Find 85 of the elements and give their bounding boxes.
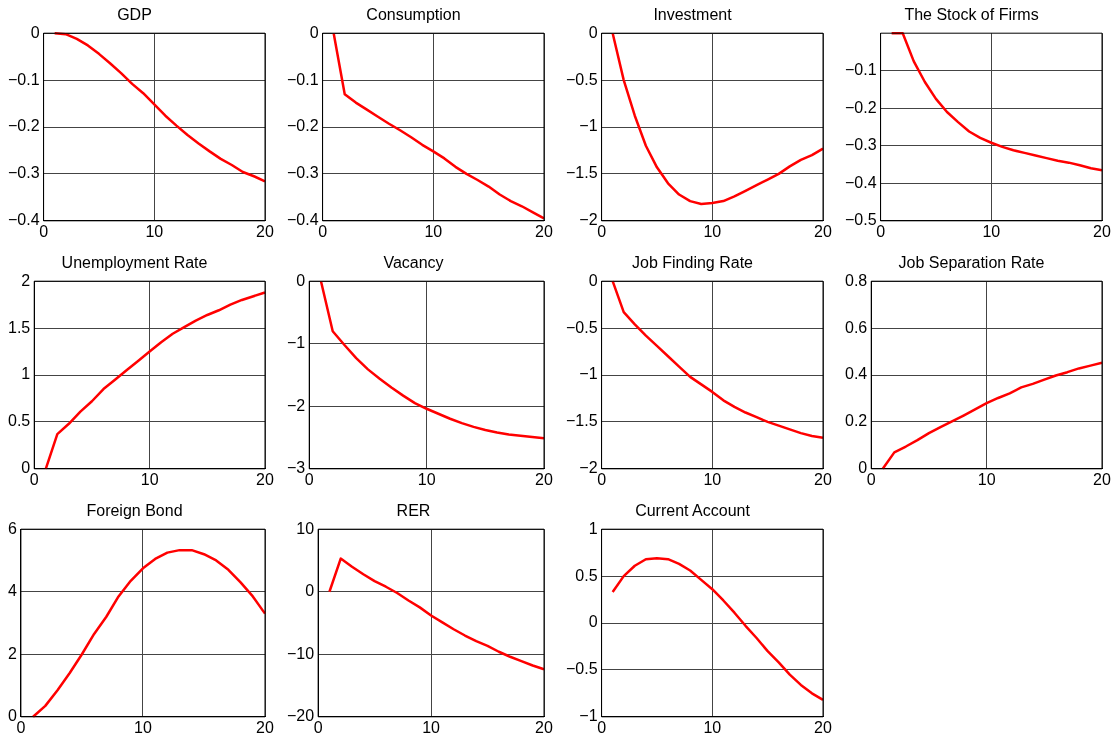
y-tick-label: 1 bbox=[588, 519, 598, 537]
x-tick-label: 10 bbox=[134, 718, 152, 736]
chart-title: The Stock of Firms bbox=[904, 6, 1039, 24]
chart-title: RER bbox=[396, 502, 431, 520]
chart-title: Job Finding Rate bbox=[632, 254, 754, 272]
x-tick-label: 10 bbox=[424, 222, 443, 240]
y-tick-label: 0.5 bbox=[7, 412, 31, 430]
y-tick-label: −0.2 bbox=[7, 117, 40, 135]
chart-title: Current Account bbox=[635, 502, 751, 520]
y-tick-label: −3 bbox=[286, 459, 306, 477]
y-tick-label: −0.1 bbox=[844, 61, 877, 79]
x-tick-label: 20 bbox=[1093, 222, 1111, 240]
y-tick-label: 0 bbox=[21, 459, 31, 477]
y-tick-label: 0 bbox=[296, 271, 306, 289]
y-tick-label: −0.4 bbox=[844, 173, 877, 191]
y-tick-label: 0 bbox=[30, 23, 40, 41]
y-tick-label: −1 bbox=[579, 117, 598, 135]
y-tick-label: 0 bbox=[588, 613, 598, 631]
y-tick-label: −2 bbox=[286, 396, 306, 414]
x-tick-label: 20 bbox=[535, 718, 553, 736]
y-tick-label: 0 bbox=[588, 23, 598, 41]
x-tick-label: 20 bbox=[256, 470, 274, 488]
x-tick-label: 10 bbox=[982, 222, 1001, 240]
y-tick-label: 0 bbox=[309, 23, 319, 41]
x-tick-label: 10 bbox=[140, 470, 159, 488]
y-tick-label: −10 bbox=[287, 644, 315, 662]
y-tick-label: 2 bbox=[21, 271, 31, 289]
x-tick-label: 20 bbox=[256, 222, 274, 240]
y-tick-label: −0.1 bbox=[286, 70, 319, 88]
y-tick-label: −1 bbox=[579, 365, 598, 383]
x-tick-label: 10 bbox=[422, 718, 441, 736]
x-tick-label: 20 bbox=[256, 718, 274, 736]
y-tick-label: 4 bbox=[7, 582, 17, 600]
x-tick-label: 20 bbox=[535, 222, 553, 240]
y-tick-label: 0 bbox=[588, 271, 598, 289]
chart-title: Consumption bbox=[366, 6, 461, 24]
y-tick-label: −1 bbox=[286, 334, 306, 352]
x-tick-label: 20 bbox=[814, 470, 832, 488]
chart-title: Investment bbox=[653, 6, 733, 24]
y-tick-label: 0 bbox=[7, 707, 17, 725]
chart-title: GDP bbox=[117, 6, 152, 24]
x-tick-label: 20 bbox=[814, 222, 832, 240]
y-tick-label: 0.8 bbox=[844, 271, 868, 289]
y-tick-label: −1 bbox=[579, 707, 598, 725]
y-tick-label: −0.4 bbox=[7, 211, 40, 229]
x-tick-label: 10 bbox=[977, 470, 996, 488]
y-tick-label: −0.5 bbox=[565, 318, 598, 336]
y-tick-label: −0.5 bbox=[565, 70, 598, 88]
x-tick-label: 10 bbox=[703, 470, 722, 488]
x-tick-label: 20 bbox=[814, 718, 832, 736]
y-tick-label: −0.5 bbox=[844, 211, 877, 229]
y-tick-label: 2 bbox=[7, 644, 17, 662]
y-tick-label: −20 bbox=[287, 707, 315, 725]
chart-title: Unemployment Rate bbox=[61, 254, 208, 272]
y-tick-label: −0.1 bbox=[7, 70, 40, 88]
x-tick-label: 20 bbox=[535, 470, 553, 488]
y-tick-label: −1.5 bbox=[565, 164, 598, 182]
y-tick-label: −2 bbox=[579, 459, 598, 477]
x-tick-label: 10 bbox=[417, 470, 436, 488]
y-tick-label: 0.5 bbox=[575, 566, 598, 584]
y-tick-label: 0 bbox=[858, 459, 868, 477]
chart-title: Vacancy bbox=[383, 254, 444, 272]
chart-title: Job Separation Rate bbox=[898, 254, 1045, 272]
x-tick-label: 10 bbox=[703, 718, 722, 736]
y-tick-label: 1 bbox=[21, 365, 31, 383]
x-tick-label: 10 bbox=[145, 222, 164, 240]
y-tick-label: 1.5 bbox=[7, 318, 31, 336]
y-tick-label: −1.5 bbox=[565, 412, 598, 430]
y-tick-label: 0.2 bbox=[844, 412, 868, 430]
y-tick-label: −2 bbox=[579, 211, 598, 229]
y-tick-label: −0.3 bbox=[844, 136, 877, 154]
y-tick-label: −0.4 bbox=[286, 211, 319, 229]
y-tick-label: −0.5 bbox=[565, 660, 598, 678]
y-tick-label: 6 bbox=[7, 519, 17, 537]
y-tick-label: −0.3 bbox=[286, 164, 319, 182]
x-tick-label: 20 bbox=[1093, 470, 1111, 488]
y-tick-label: 0.4 bbox=[844, 365, 868, 383]
x-tick-label: 10 bbox=[703, 222, 722, 240]
chart-title: Foreign Bond bbox=[86, 502, 183, 520]
y-tick-label: 0.6 bbox=[844, 318, 868, 336]
y-tick-label: 0 bbox=[305, 582, 315, 600]
y-tick-label: 10 bbox=[296, 519, 315, 537]
y-tick-label: −0.2 bbox=[844, 98, 877, 116]
y-tick-label: −0.3 bbox=[7, 164, 40, 182]
y-tick-label: −0.2 bbox=[286, 117, 319, 135]
